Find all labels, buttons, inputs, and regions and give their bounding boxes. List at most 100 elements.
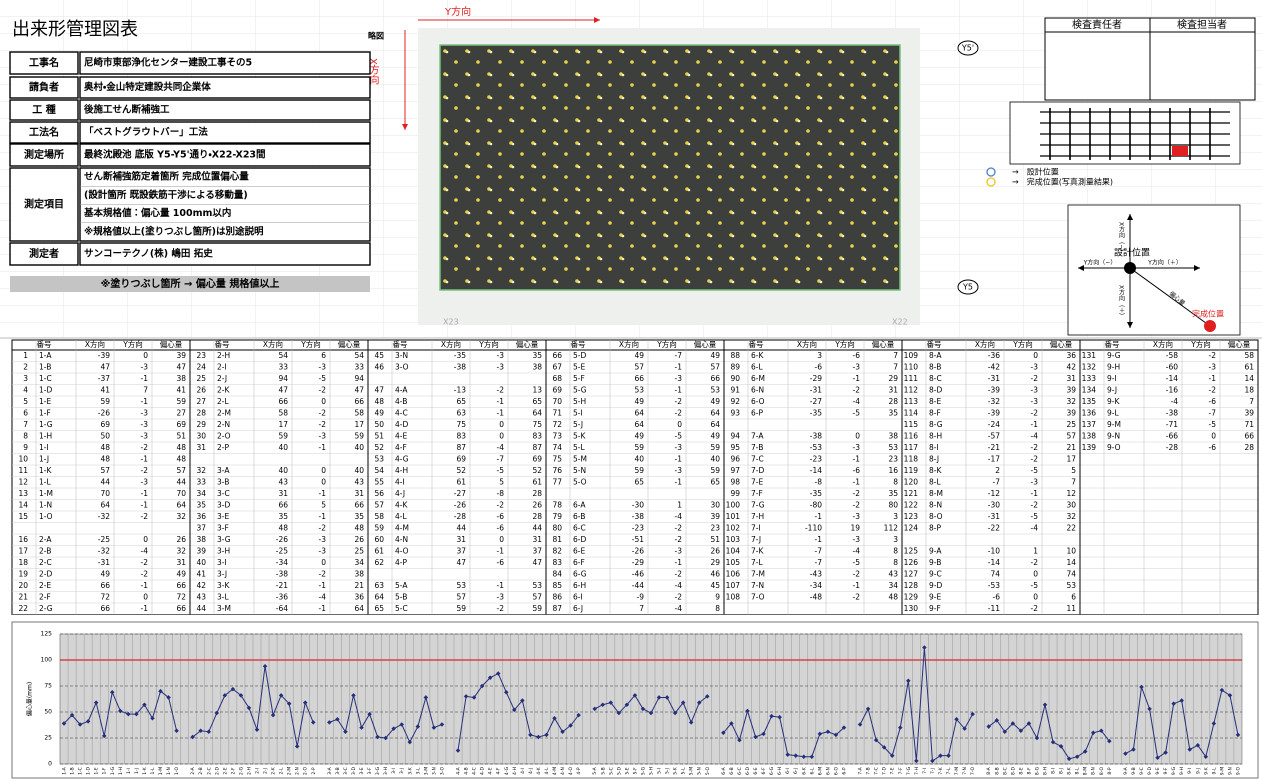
row-number: 33 bbox=[196, 477, 206, 486]
y-tick-label: 0 bbox=[48, 761, 52, 768]
table-header: 番号 bbox=[927, 339, 942, 349]
point-code: 4-O bbox=[395, 546, 409, 555]
table-value: 72 bbox=[100, 592, 110, 601]
table-value: -5 bbox=[1031, 512, 1039, 521]
table-value: 38 bbox=[532, 362, 542, 371]
point-code: 5-I bbox=[573, 408, 583, 417]
table-value: -1 bbox=[815, 535, 823, 544]
table-value: 31 bbox=[354, 489, 364, 498]
table-value: -21 bbox=[988, 443, 1000, 452]
table-value: -1 bbox=[141, 454, 149, 463]
table-value: 48 bbox=[354, 523, 364, 532]
table-value: -58 bbox=[1166, 351, 1178, 360]
table-header: X方向 bbox=[619, 339, 639, 349]
x-tick-label: 3-B bbox=[335, 767, 341, 774]
row-number: 45 bbox=[374, 351, 384, 360]
table-value: 13 bbox=[532, 385, 542, 394]
point-code: 7-N bbox=[751, 581, 764, 590]
table-value: 38 bbox=[888, 431, 898, 440]
x-tick-label: 1-N bbox=[166, 767, 172, 775]
x-tick-label: 8-K bbox=[1067, 766, 1073, 774]
table-value: -1 bbox=[853, 581, 861, 590]
table-value: 32 bbox=[1066, 397, 1076, 406]
x-tick-label: 2-H bbox=[246, 767, 252, 775]
table-value: 17 bbox=[278, 420, 288, 429]
x-tick-label: 3-E bbox=[359, 767, 365, 774]
info-value: 「ベストグラウトバー」工法 bbox=[84, 126, 208, 138]
page: { "header": {"title": "出来形管理図表", "sketch… bbox=[0, 0, 1262, 781]
table-header: 番号 bbox=[1105, 339, 1121, 349]
table-value: -14 bbox=[810, 466, 822, 475]
table-value: 47 bbox=[100, 362, 110, 371]
point-code: 6-J bbox=[573, 604, 583, 613]
table-value: 64 bbox=[100, 500, 110, 509]
row-number: 122 bbox=[904, 500, 919, 509]
row-number: 69 bbox=[552, 385, 562, 394]
row-number: 42 bbox=[196, 581, 206, 590]
table-value: 49 bbox=[710, 431, 720, 440]
row-number: 78 bbox=[552, 500, 562, 509]
table-value: -2 bbox=[141, 569, 149, 578]
table-value: -2 bbox=[853, 489, 861, 498]
row-number: 124 bbox=[904, 523, 919, 532]
y-tick-label: 25 bbox=[44, 735, 52, 742]
x-tick-label: 8-B bbox=[994, 767, 1000, 774]
y-tick-label: 125 bbox=[41, 631, 53, 638]
row-number: 108 bbox=[726, 592, 741, 601]
x-tick-label: 7-L bbox=[946, 767, 952, 774]
point-code: 1-J bbox=[39, 454, 49, 463]
row-number: 3 bbox=[23, 374, 28, 383]
table-value: 9 bbox=[715, 592, 720, 601]
table-value: 7 bbox=[893, 351, 898, 360]
table-value: 52 bbox=[532, 466, 542, 475]
point-code: 7-C bbox=[751, 454, 764, 463]
table-value: -2 bbox=[675, 523, 683, 532]
x-tick-label: 6-P bbox=[841, 767, 847, 774]
table-value: 44 bbox=[532, 523, 542, 532]
x-tick-label: 8-G bbox=[1034, 766, 1040, 775]
page-title: 出来形管理図表 bbox=[12, 19, 138, 40]
table-value: -3 bbox=[319, 535, 327, 544]
x-tick-label: 7-F bbox=[898, 767, 904, 774]
table-value: 57 bbox=[532, 592, 542, 601]
table-value: -2 bbox=[1209, 385, 1217, 394]
row-number: 102 bbox=[726, 523, 741, 532]
x-tick-label: 1-J bbox=[134, 768, 140, 774]
x-tick-label: 9-C bbox=[1139, 767, 1145, 775]
row-number: 25 bbox=[196, 374, 206, 383]
table-value: -3 bbox=[141, 362, 149, 371]
point-code: 1-I bbox=[39, 443, 49, 452]
row-number: 84 bbox=[552, 569, 562, 578]
table-value: -5 bbox=[853, 408, 861, 417]
x-tick-label: 8-P bbox=[1107, 767, 1113, 774]
table-value: -3 bbox=[319, 431, 327, 440]
table-value: 80 bbox=[888, 500, 898, 509]
info-label: 測定項目 bbox=[24, 198, 64, 211]
table-value: -4 bbox=[141, 546, 149, 555]
table-value: -43 bbox=[810, 569, 822, 578]
point-code: 8-E bbox=[929, 397, 941, 406]
x-tick-label: 6-J bbox=[793, 768, 799, 774]
table-value: -27 bbox=[810, 397, 822, 406]
table-value: 57 bbox=[100, 466, 110, 475]
table-value: 64 bbox=[634, 408, 644, 417]
x-tick-label: 6-A bbox=[721, 766, 727, 774]
table-value: -2 bbox=[1209, 351, 1217, 360]
table-value: -35 bbox=[454, 351, 466, 360]
x-tick-label: 7-C bbox=[874, 767, 880, 775]
info-label: 工法名 bbox=[29, 126, 59, 139]
point-code: 3-K bbox=[217, 581, 230, 590]
table-value: 0 bbox=[1033, 569, 1038, 578]
x-tick-label: 8-F bbox=[1026, 767, 1032, 774]
table-value: 21 bbox=[354, 581, 364, 590]
point-code: 1-E bbox=[39, 397, 51, 406]
x-tick-label: 1-D bbox=[86, 766, 92, 774]
row-number: 101 bbox=[726, 512, 741, 521]
row-number: 98 bbox=[730, 477, 740, 486]
table-value: -29 bbox=[632, 558, 644, 567]
table-value: -2 bbox=[497, 500, 505, 509]
x-tick-label: 6-O bbox=[833, 766, 839, 775]
table-value: -2 bbox=[1031, 454, 1039, 463]
table-value: -39 bbox=[988, 385, 1000, 394]
table-value: 35 bbox=[888, 489, 898, 498]
